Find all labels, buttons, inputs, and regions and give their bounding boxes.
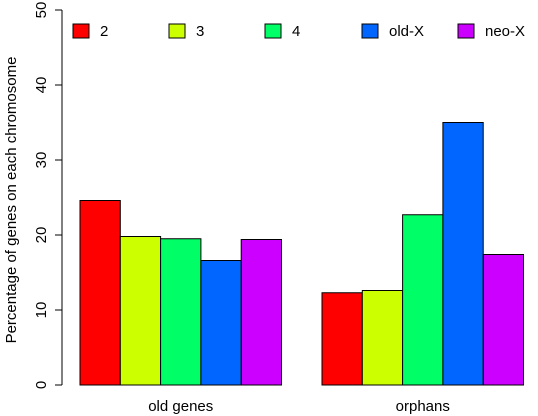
y-tick-label: 20 (33, 227, 50, 244)
bar (402, 214, 444, 386)
bar (361, 290, 404, 386)
y-tick-label: 0 (33, 381, 50, 389)
y-tick-label: 50 (33, 2, 50, 19)
bar (160, 238, 202, 386)
bar (321, 292, 363, 386)
x-tick-label: old genes (148, 398, 213, 415)
legend-swatch (72, 23, 90, 39)
y-axis-label: Percentage of genes on each chromosome (3, 57, 20, 344)
y-tick-label: 10 (33, 302, 50, 319)
legend-swatch (264, 23, 282, 39)
x-tick-label: orphans (396, 398, 450, 415)
legend-swatch (457, 23, 475, 39)
bar (200, 260, 242, 386)
legend-label: neo-X (485, 23, 525, 40)
legend-swatch (361, 23, 379, 39)
bar (482, 254, 525, 386)
legend-label: 2 (100, 23, 108, 40)
y-tick-label: 30 (33, 152, 50, 169)
bar (240, 239, 282, 386)
bar (79, 200, 121, 386)
legend-label: old-X (389, 23, 424, 40)
bar (442, 122, 484, 386)
bar (119, 236, 162, 386)
legend-label: 3 (196, 23, 204, 40)
legend-label: 4 (292, 23, 300, 40)
legend-swatch (168, 23, 186, 39)
y-tick-label: 40 (33, 77, 50, 94)
